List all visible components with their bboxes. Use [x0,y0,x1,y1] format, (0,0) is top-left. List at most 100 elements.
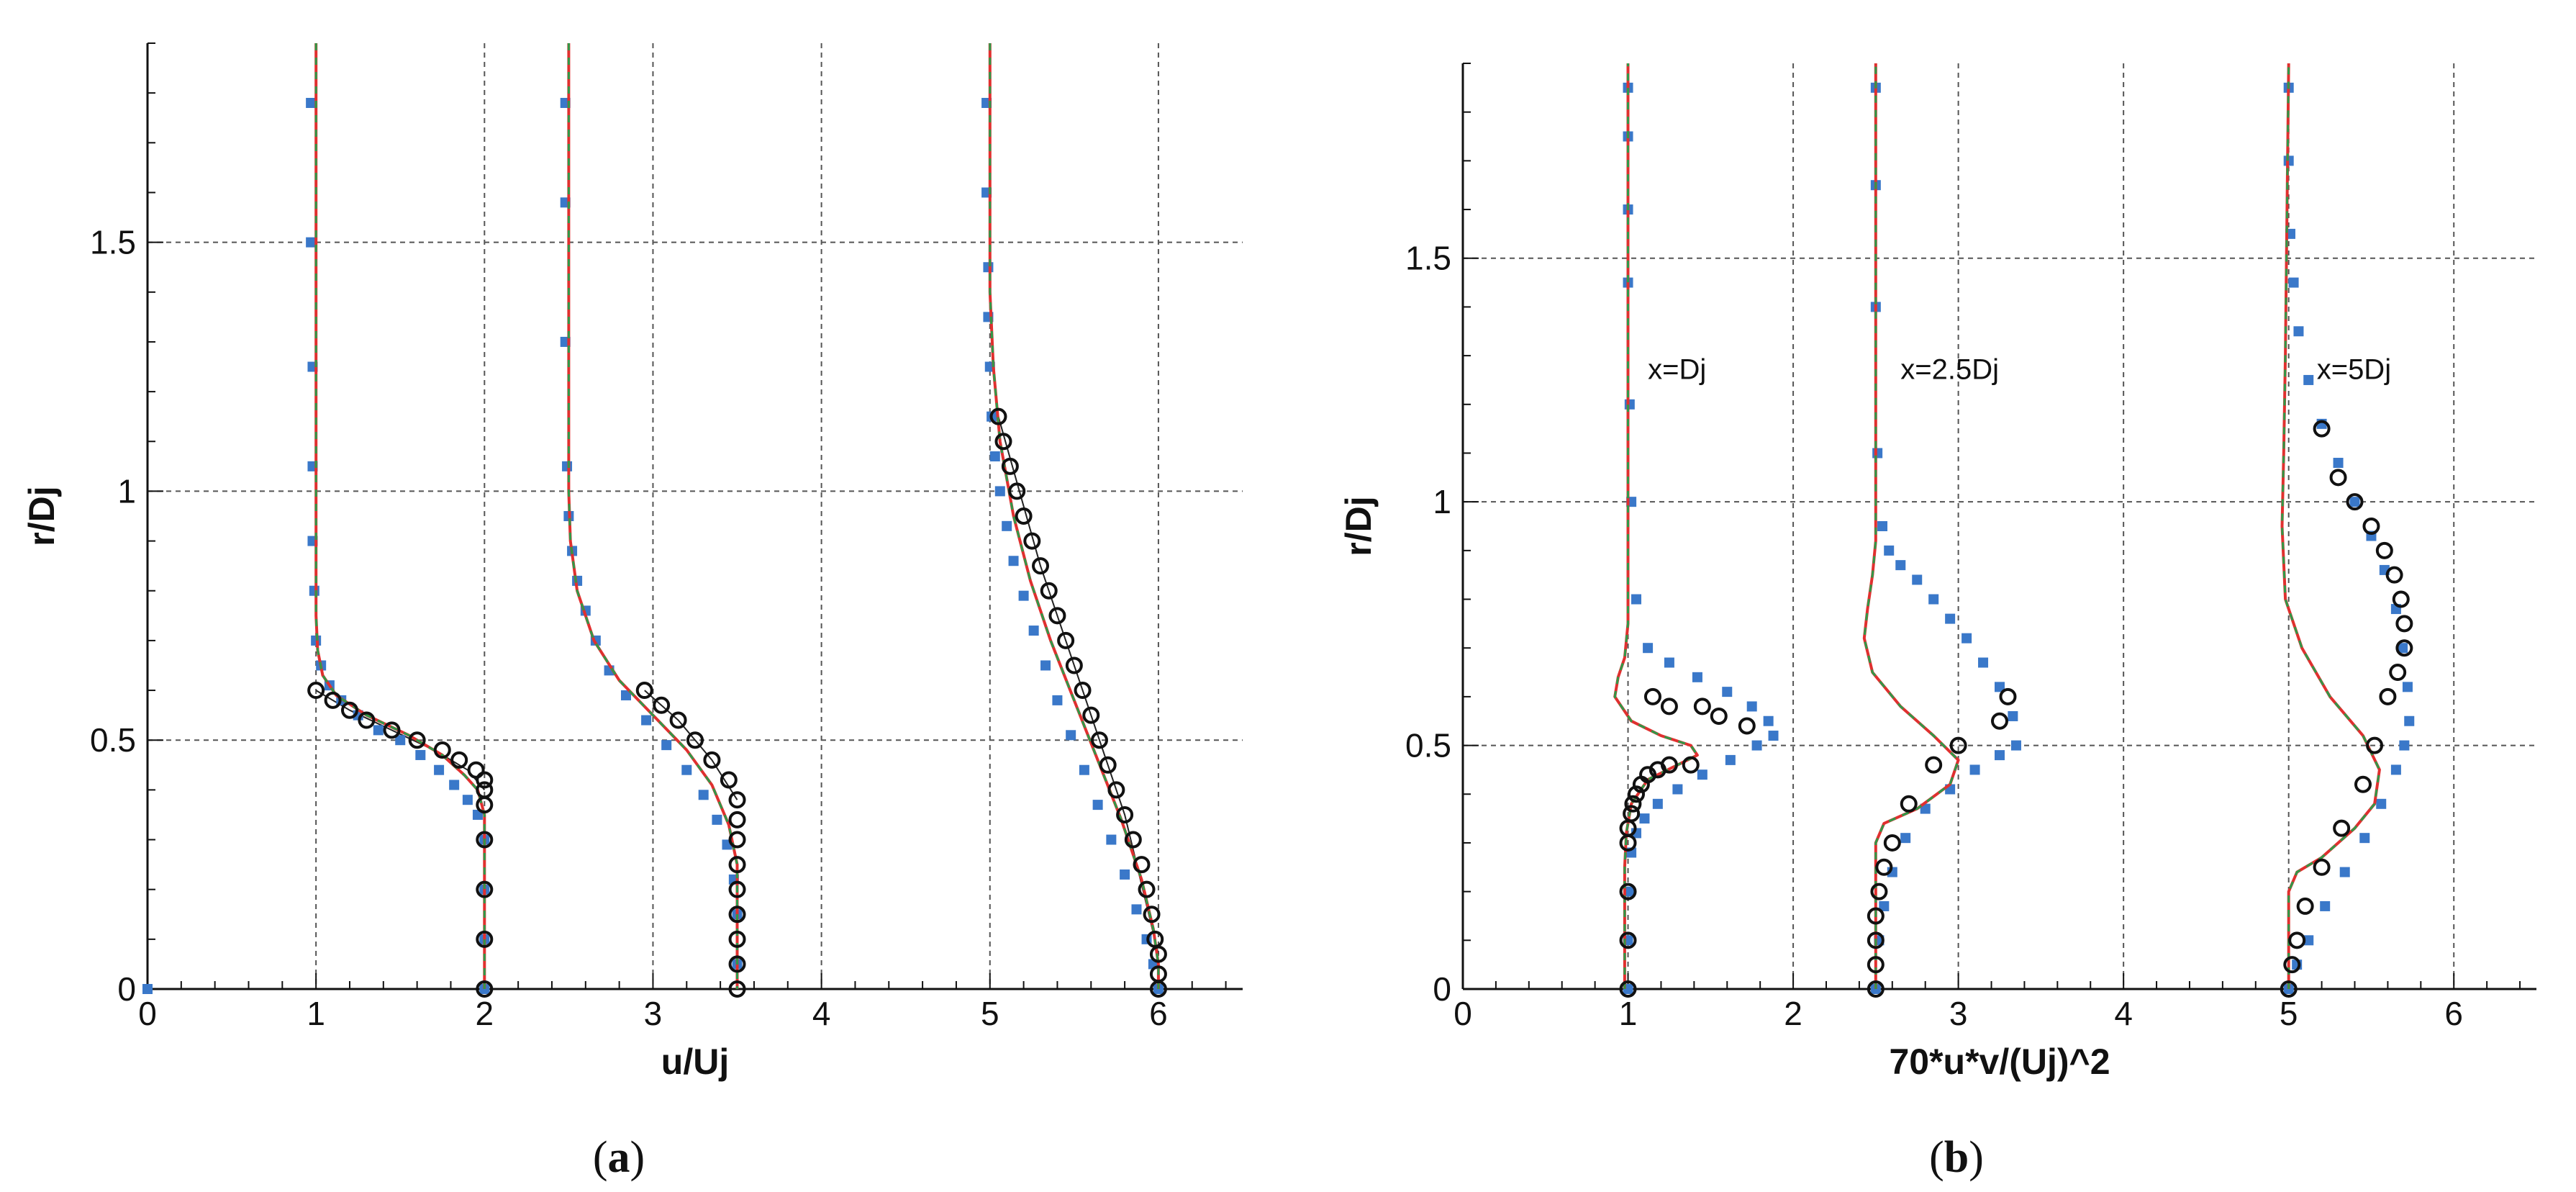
simulation-squares-point [462,795,473,805]
experiment-point [686,731,704,749]
simulation-squares-point [1768,731,1779,741]
experiment-point [1099,756,1117,774]
simulation-squares-point [1079,764,1089,775]
simulation-squares-point [1692,672,1702,682]
experiment-point [1023,532,1041,550]
experiment-point [2288,931,2306,949]
simulation-squares-point [1066,730,1076,741]
experiment-point [989,407,1007,425]
simulation-squares-point [1751,740,1762,751]
simulation-squares-point [1995,682,2005,692]
experiment-point [703,751,721,769]
x-tick-label: 0 [1453,995,1472,1032]
simulation-squares-point [1877,521,1888,531]
experiment-point [1040,582,1058,600]
simulation-squares-point [1040,660,1051,671]
x-tick-label: 3 [644,995,663,1032]
experiment-point [2354,775,2372,793]
x-tick-label: 4 [2114,995,2133,1032]
experiment-point [476,831,494,849]
experiment-point [1015,507,1033,525]
simulation-squares-point [2333,458,2344,469]
simulation-squares-point [2303,935,2314,946]
simulation-squares-point [306,97,317,108]
experiment-point [635,682,653,700]
simulation-squares-point [1028,626,1039,636]
simulation-squares-point [449,780,460,790]
simulation-squares-point [1697,769,1707,780]
simulation-squares-point [1131,904,1142,915]
simulation-squares-point [1978,657,1989,668]
simulation-squares-point [373,725,384,736]
simulation-squares-point [2376,798,2387,809]
simulation-squares-point [712,814,722,825]
simulation-squares-point [1002,520,1012,531]
experiment-point [994,433,1012,451]
simulation-squares-point [2390,764,2401,775]
experiment-point [307,682,325,700]
experiment-point [1693,697,1711,715]
experiment-point [408,731,426,749]
experiment-point [1082,706,1100,724]
simulation-squares-point [2320,900,2331,911]
simulation-squares-point [661,740,672,751]
simulation-green-curve-2 [1863,63,1960,989]
panel-b-label: (b) [1929,1133,1984,1182]
simulation-green-curve-2 [567,43,738,989]
annotation-label: x=5Dj [2317,353,2391,385]
simulation-squares-point [994,486,1005,497]
x-tick-label: 4 [812,995,831,1032]
experiment-point [728,955,746,973]
simulation-squares-point [2398,643,2408,654]
experiment-point [720,771,738,789]
x-tick-label: 1 [307,995,325,1032]
y-tick-label: 1.5 [1405,240,1451,277]
simulation-squares-point [415,749,426,760]
experiment-point [728,791,746,809]
simulation-squares-point [983,262,994,273]
series-experiment [307,407,1167,998]
experiment-point [383,721,401,739]
simulation-squares-point [2293,326,2304,337]
simulation-squares-point [395,735,406,746]
x-tick-label: 2 [476,995,494,1032]
simulation-squares-point [2008,710,2018,721]
experiment-point [728,906,746,924]
thin-black-curve-2 [644,690,738,800]
experiment-point [1143,906,1161,924]
experiment-point [2395,615,2413,633]
experiment-point [1949,736,1967,754]
experiment-point [1870,882,1888,900]
y-tick-label: 1 [117,472,136,510]
experiment-point [1883,834,1901,852]
experiment-point [1074,682,1092,700]
y-axis-label: r/Dj [1338,496,1379,556]
experiment-point [340,701,358,719]
experiment-point [476,880,494,898]
experiment-point [1867,931,1885,949]
simulation-green-curve-3 [989,43,1160,989]
simulation-squares-point [698,790,709,800]
experiment-point [1624,795,1642,813]
experiment-point [728,831,746,849]
x-tick-label: 5 [2280,995,2298,1032]
experiment-point [476,771,494,789]
simulation-green-curve-1 [1613,63,1699,989]
simulation-squares-point [620,690,631,700]
simulation-squares-point [309,585,319,596]
experiment-point [358,711,376,729]
simulation-squares-point [2402,682,2413,692]
experiment-point [1116,805,1134,823]
x-axis-label: 70*u*v/(Uj)^2 [1889,1042,2110,1082]
simulation-squares-point [1912,574,1923,585]
experiment-point [433,741,451,759]
x-tick-label: 2 [1784,995,1802,1032]
experiment-point [1619,931,1637,949]
simulation-green-curve-1 [314,43,486,989]
experiment-point [2313,420,2331,438]
experiment-point [2366,736,2384,754]
simulation-squares-point [1092,800,1103,811]
simulation-squares-point [2359,833,2370,844]
simulation-squares-point [1120,869,1130,880]
